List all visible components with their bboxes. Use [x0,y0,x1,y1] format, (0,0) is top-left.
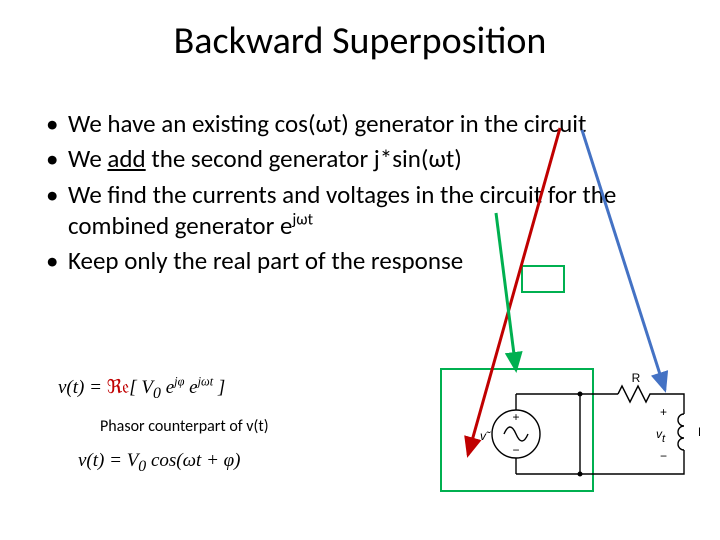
equation-area: v(t) = ℜ𝔢[ V0 ejφ ejωt ] Phasor counterp… [58,376,398,476]
vt-label: vt [656,427,666,445]
bullet-item: • We have an existing cos(ωt) generator … [46,108,676,139]
inductor-label: L [698,425,700,439]
slide: Backward Superposition • We have an exis… [0,0,720,540]
equation-caption: Phasor counterpart of v(t) [100,417,398,436]
slide-title: Backward Superposition [0,18,720,64]
bullet-dot: • [46,245,68,276]
bullet-dot: • [46,179,68,242]
resistor-label: R [632,372,641,385]
source-minus: − [512,443,519,457]
equation-1: v(t) = ℜ𝔢[ V0 ejφ ejωt ] [58,376,398,403]
equation-2: v(t) = V0 cos(ωt + φ) [78,450,398,476]
bullet-item: • Keep only the real part of the respons… [46,245,676,276]
bullet-item: • We find the currents and voltages in t… [46,179,676,242]
bullet-text: Keep only the real part of the response [68,245,676,276]
highlight-box-exponent [521,265,565,293]
bullet-item: • We add the second generator j*sin(ωt) [46,143,676,174]
bullet-dot: • [46,143,68,174]
source-plus: + [512,410,519,424]
superscript: jωt [292,210,313,229]
underlined-word: add [107,143,145,174]
bullet-list: • We have an existing cos(ωt) generator … [46,108,676,280]
real-part-symbol: ℜ𝔢 [107,378,130,398]
vt-minus: − [660,449,667,463]
source-label: v˜ [480,429,491,443]
bullet-dot: • [46,108,68,139]
circuit-diagram: + − v˜ R L + vt − [448,372,700,492]
bullet-text: We add the second generator j*sin(ωt) [68,143,676,174]
vt-plus: + [660,405,667,419]
bullet-text: We have an existing cos(ωt) generator in… [68,108,676,139]
bullet-text: We find the currents and voltages in the… [68,179,676,242]
